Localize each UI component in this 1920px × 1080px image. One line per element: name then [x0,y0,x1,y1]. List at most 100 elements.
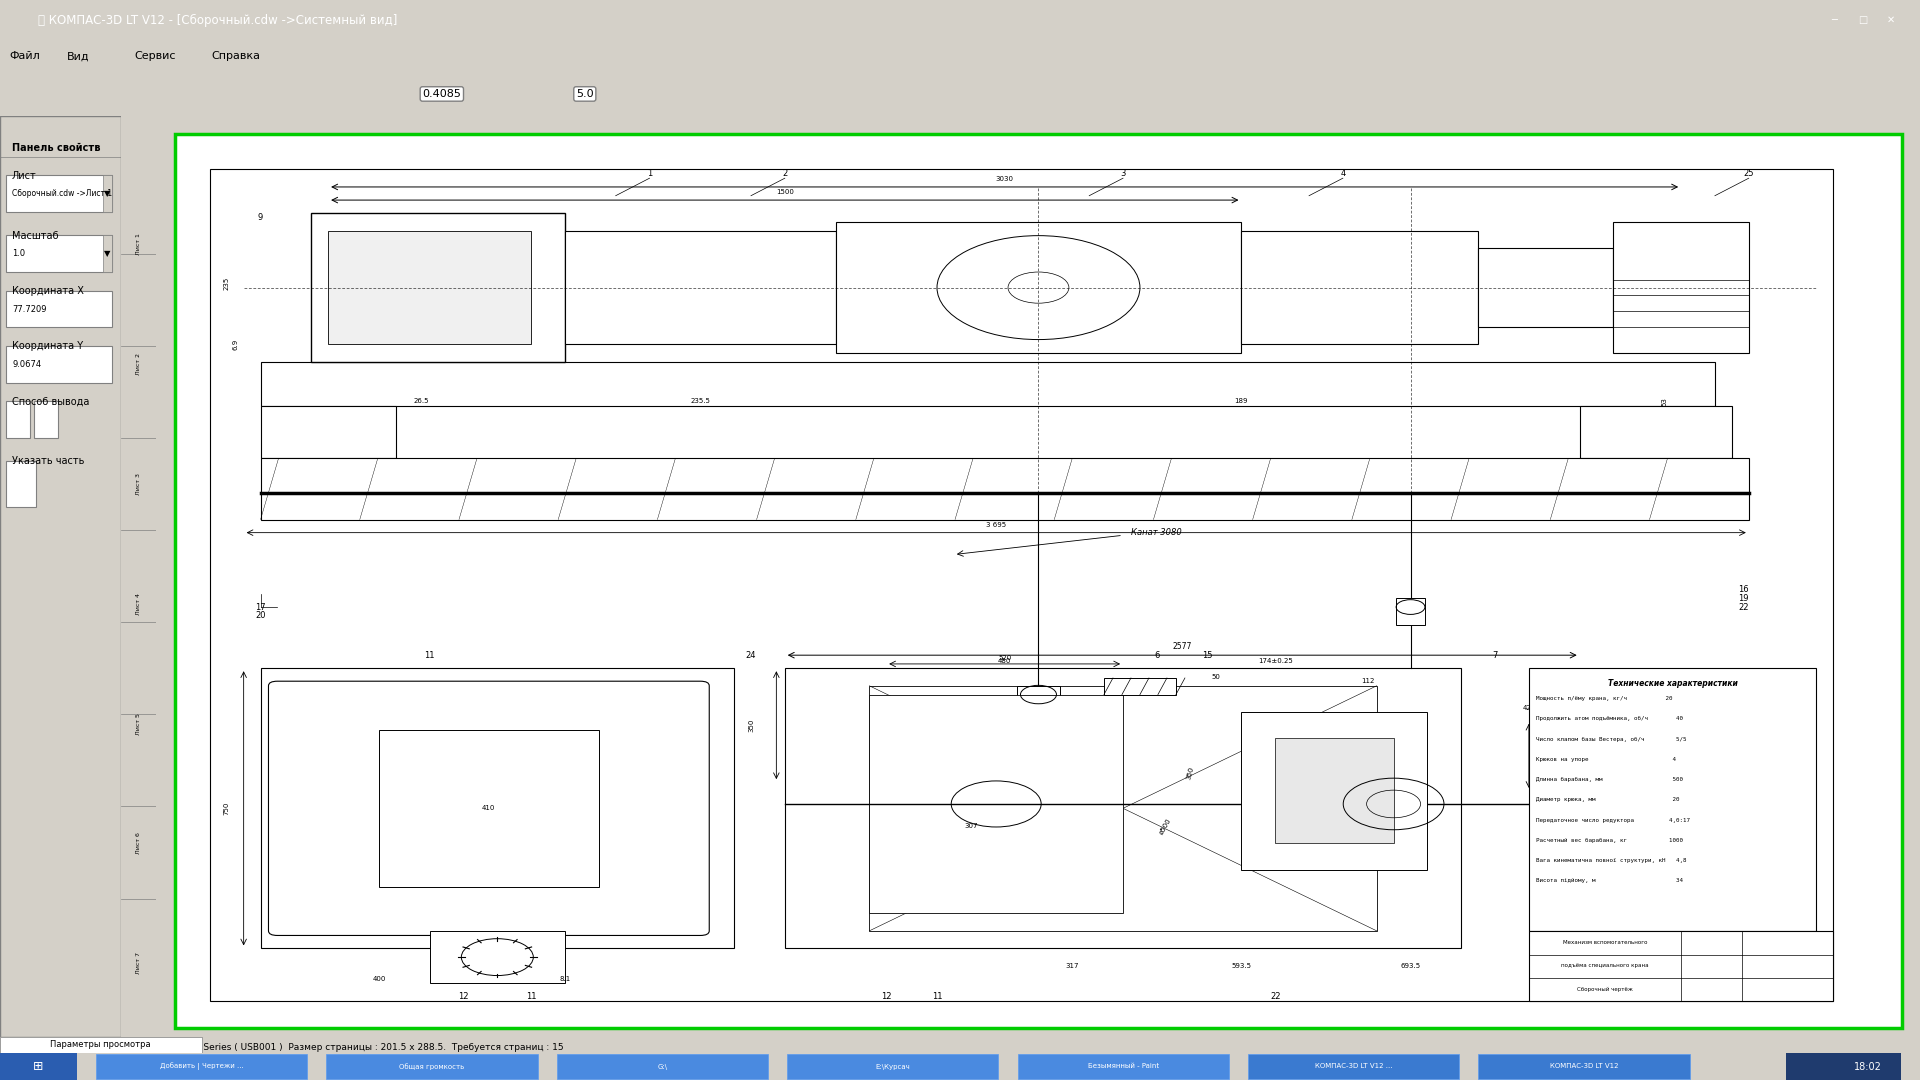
Bar [787,1054,998,1079]
Text: Координата X: Координата X [12,286,84,296]
Text: 1500: 1500 [776,189,793,195]
Text: Справка: Справка [211,51,261,62]
Text: 189: 189 [1235,399,1248,404]
Text: 6: 6 [1154,650,1160,660]
Text: 6.9: 6.9 [232,339,238,350]
Bar [1478,1054,1690,1079]
Text: 15: 15 [1202,650,1213,660]
Text: 11: 11 [526,993,536,1001]
Bar [0,1053,77,1080]
Text: 22: 22 [1269,993,1281,1001]
Text: 2: 2 [781,170,787,178]
Text: ø500: ø500 [1158,816,1173,835]
Text: 3 695: 3 695 [987,522,1006,528]
Text: Добавить | Чертежи ...: Добавить | Чертежи ... [159,1063,244,1070]
Bar [870,694,1123,914]
Text: Лист 5: Лист 5 [136,713,140,734]
Text: Расчетный вес барабана, кг            1000: Расчетный вес барабана, кг 1000 [1536,838,1684,842]
Text: Лист: Лист [12,171,36,180]
Text: Крюков на упоре                        4: Крюков на упоре 4 [1536,757,1676,761]
Bar [6,235,113,272]
Text: Указать часть: Указать часть [12,457,84,467]
Text: подъёма специального крана: подъёма специального крана [1561,963,1649,969]
Text: ✕: ✕ [1887,15,1895,25]
Text: Лист 1: Лист 1 [136,233,140,256]
Bar [104,175,113,213]
Text: Лист 2: Лист 2 [136,353,140,375]
Text: 0.4085: 0.4085 [422,89,461,99]
Text: 350: 350 [1187,766,1196,781]
Text: 693.5: 693.5 [1400,963,1421,969]
Text: 4: 4 [1340,170,1346,178]
Text: 307: 307 [964,823,977,828]
Bar [1613,222,1749,353]
Text: Число клапом базы Вестера, об/ч         5/5: Число клапом базы Вестера, об/ч 5/5 [1536,737,1686,742]
Text: Канат 3080: Канат 3080 [1131,528,1183,537]
Text: 18:02: 18:02 [1853,1062,1882,1071]
Text: 17: 17 [255,603,265,611]
Text: 750: 750 [225,801,230,815]
Text: 8.1: 8.1 [559,976,570,982]
Text: Передаточное число редуктора          4,0:17: Передаточное число редуктора 4,0:17 [1536,818,1690,823]
Bar [326,1054,538,1079]
Bar [1580,712,1682,914]
Bar [1786,1053,1901,1080]
Bar [378,730,599,887]
Text: Безымянный - Paint: Безымянный - Paint [1087,1064,1160,1069]
Text: Диаметр крюка, мм                      20: Диаметр крюка, мм 20 [1536,797,1680,802]
Text: 24: 24 [745,650,756,660]
Text: 11: 11 [424,650,436,660]
Text: Технические характеристики: Технические характеристики [1607,679,1738,688]
Text: Способ вывода: Способ вывода [12,396,90,406]
Text: 174±0.25: 174±0.25 [1258,658,1292,664]
Text: Продолжить атом подъёмника, об/ч        40: Продолжить атом подъёмника, об/ч 40 [1536,716,1684,721]
Bar [1242,231,1478,345]
Bar [6,401,31,438]
Bar [328,231,532,345]
Text: 🔷 КОМПАС-3D LT V12 - [Сборочный.cdw ->Системный вид]: 🔷 КОМПАС-3D LT V12 - [Сборочный.cdw ->Си… [38,13,397,27]
Text: КОМПАС-3D LT V12 ...: КОМПАС-3D LT V12 ... [1315,1064,1392,1069]
Text: □: □ [1859,15,1866,25]
Text: ▼: ▼ [104,249,111,258]
Text: ⊞: ⊞ [33,1059,44,1074]
Text: 317: 317 [1066,963,1079,969]
Text: Лист 4: Лист 4 [136,593,140,615]
Text: 112: 112 [1361,678,1375,685]
Bar [261,669,733,948]
Bar [6,175,113,213]
Bar [1275,739,1394,843]
Bar [1478,248,1613,327]
Text: Файл: Файл [10,51,40,62]
Text: Координата Y: Координата Y [12,341,83,351]
Text: 20: 20 [255,611,265,620]
Text: Сборочный.cdw ->Лист 1: Сборочный.cdw ->Лист 1 [12,189,111,199]
Text: 5.0: 5.0 [576,89,593,99]
Bar [430,931,564,984]
FancyBboxPatch shape [269,681,708,935]
Bar [1018,686,1060,720]
Bar [1580,406,1732,458]
Text: Устройство вывода: Samsung ML-2163 Series ( USB001 )  Размер страницы : 201.5 x : Устройство вывода: Samsung ML-2163 Serie… [19,1043,564,1052]
Text: Механизм вспомогательного: Механизм вспомогательного [1563,941,1647,945]
Text: ─: ─ [1830,15,1837,25]
Text: 11: 11 [931,993,943,1001]
Text: 350: 350 [749,718,755,732]
Bar [6,346,113,382]
Text: Лист 7: Лист 7 [136,953,140,974]
Text: 410: 410 [482,806,495,811]
Bar [1104,678,1175,694]
Bar [261,458,1749,519]
Bar [104,235,113,272]
Text: 7: 7 [1492,650,1498,660]
Bar [1396,598,1425,624]
Text: Сервис: Сервис [134,51,177,62]
Text: Вага кинематична повної структури, кН   4,8: Вага кинематична повної структури, кН 4,… [1536,859,1686,863]
Text: 50: 50 [1212,674,1221,680]
Text: Висота підйому, м                       34: Висота підйому, м 34 [1536,878,1684,883]
Text: 235: 235 [225,276,230,289]
Text: Сборочный чертёж: Сборочный чертёж [1576,986,1632,991]
Text: 422: 422 [1523,704,1536,711]
Bar [564,231,835,345]
Bar [1248,1054,1459,1079]
Text: КОМПАС-3D LT V12: КОМПАС-3D LT V12 [1549,1064,1619,1069]
